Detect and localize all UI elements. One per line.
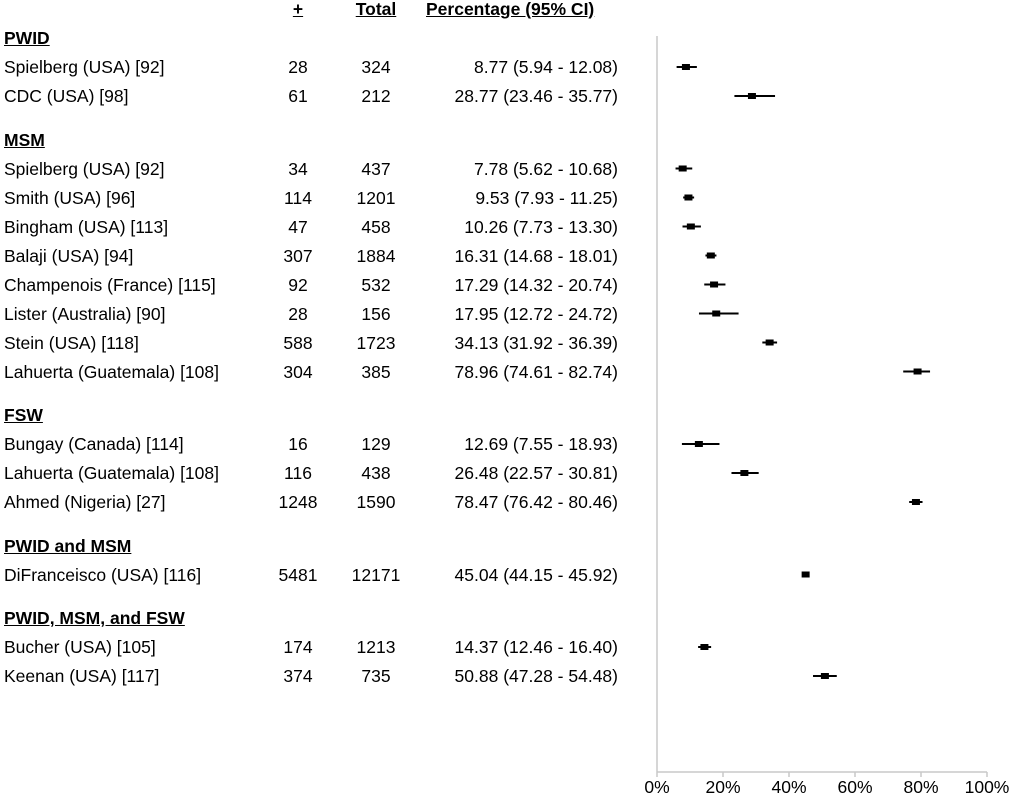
point-estimate (686, 223, 695, 230)
percentage-ci: 17.29 (14.32 - 20.74) (454, 274, 618, 295)
point-estimate (765, 339, 774, 346)
point-estimate (684, 194, 693, 201)
positive-count: 5481 (278, 564, 318, 585)
point-estimate (681, 64, 690, 70)
positive-count: 304 (283, 361, 313, 382)
study-label: DiFranceisco (USA) [116] (4, 564, 202, 585)
percentage-ci: 7.78 (5.62 - 10.68) (474, 158, 618, 179)
study-label: Stein (USA) [118] (4, 332, 139, 353)
percentage-ci: 8.77 (5.94 - 12.08) (474, 57, 618, 77)
point-estimate (913, 368, 922, 375)
total-count: 1201 (356, 187, 396, 208)
x-tick-label: 20% (705, 777, 740, 797)
positive-count: 1248 (278, 492, 318, 512)
point-estimate (710, 281, 719, 288)
total-count: 532 (361, 274, 391, 295)
study-label: CDC (USA) [98] (4, 86, 129, 106)
x-tick-label: 80% (903, 777, 938, 797)
percentage-ci: 50.88 (47.28 - 54.48) (454, 666, 618, 686)
study-label: Lahuerta (Guatemala) [108] (4, 463, 219, 483)
group-heading: MSM (4, 129, 45, 150)
total-count: 438 (361, 463, 391, 483)
positive-count: 307 (283, 245, 313, 266)
x-tick-label: 0% (644, 777, 669, 797)
x-tick-label: 40% (771, 777, 806, 797)
total-count: 129 (361, 434, 391, 454)
study-label: Keenan (USA) [117] (4, 666, 160, 686)
total-count: 1590 (356, 492, 396, 512)
study-label: Lahuerta (Guatemala) [108] (4, 361, 219, 382)
total-count: 212 (361, 86, 391, 106)
x-tick-label: 100% (965, 777, 1010, 797)
point-estimate (700, 644, 709, 650)
point-estimate (740, 470, 749, 476)
percentage-ci: 10.26 (7.73 - 13.30) (464, 216, 618, 237)
total-count: 735 (361, 666, 391, 686)
percentage-ci: 26.48 (22.57 - 30.81) (454, 463, 618, 483)
positive-count: 34 (288, 158, 308, 179)
total-count: 458 (361, 216, 391, 237)
total-count: 1884 (356, 245, 396, 266)
study-label: Champenois (France) [115] (4, 274, 216, 295)
total-count: 324 (361, 57, 391, 77)
study-label: Ahmed (Nigeria) [27] (4, 492, 166, 512)
total-count: 156 (361, 303, 391, 324)
study-label: Smith (USA) [96] (4, 187, 136, 208)
study-label: Bingham (USA) [113] (4, 216, 169, 237)
positive-count: 28 (288, 57, 308, 77)
percentage-ci: 12.69 (7.55 - 18.93) (464, 434, 618, 454)
percentage-ci: 34.13 (31.92 - 36.39) (454, 332, 618, 353)
study-label: Lister (Australia) [90] (4, 303, 166, 324)
group-heading: PWID and MSM (4, 535, 132, 556)
percentage-ci: 78.47 (76.42 - 80.46) (454, 492, 618, 512)
positive-count: 61 (288, 86, 308, 106)
study-label: Spielberg (USA) [92] (4, 57, 165, 77)
total-count: 12171 (351, 564, 401, 585)
point-estimate (694, 441, 703, 447)
group-heading: PWID, MSM, and FSW (4, 608, 185, 628)
header-positive: + (292, 0, 304, 19)
group-heading: FSW (4, 405, 43, 425)
percentage-ci: 16.31 (14.68 - 18.01) (454, 245, 618, 266)
header-percentage: Percentage (95% CI) (426, 0, 595, 19)
point-estimate (801, 571, 810, 578)
percentage-ci: 78.96 (74.61 - 82.74) (454, 361, 618, 382)
study-label: Bungay (Canada) [114] (4, 434, 184, 454)
positive-count: 116 (284, 463, 312, 483)
positive-count: 114 (284, 187, 312, 208)
point-estimate (712, 310, 721, 317)
positive-count: 374 (283, 666, 313, 686)
total-count: 1723 (356, 332, 396, 353)
percentage-ci: 45.04 (44.15 - 45.92) (454, 564, 618, 585)
positive-count: 28 (288, 303, 308, 324)
x-tick-label: 60% (837, 777, 872, 797)
point-estimate (678, 165, 687, 172)
header-total: Total (355, 0, 397, 19)
positive-count: 92 (288, 274, 308, 295)
point-estimate (911, 499, 920, 505)
study-label: Spielberg (USA) [92] (4, 158, 165, 179)
total-count: 437 (361, 158, 391, 179)
percentage-ci: 14.37 (12.46 - 16.40) (454, 637, 618, 657)
percentage-ci: 9.53 (7.93 - 11.25) (475, 187, 618, 208)
point-estimate (747, 93, 756, 99)
positive-count: 588 (283, 332, 313, 353)
point-estimate (820, 673, 829, 679)
positive-count: 16 (288, 434, 308, 454)
percentage-ci: 17.95 (12.72 - 24.72) (454, 303, 618, 324)
group-heading: PWID (4, 28, 50, 48)
study-label: Bucher (USA) [105] (4, 637, 156, 657)
total-count: 1213 (356, 637, 396, 657)
percentage-ci: 28.77 (23.46 - 35.77) (454, 86, 618, 106)
study-label: Balaji (USA) [94] (4, 245, 134, 266)
positive-count: 174 (283, 637, 313, 657)
total-count: 385 (361, 361, 391, 382)
point-estimate (706, 252, 715, 259)
positive-count: 47 (288, 216, 308, 237)
